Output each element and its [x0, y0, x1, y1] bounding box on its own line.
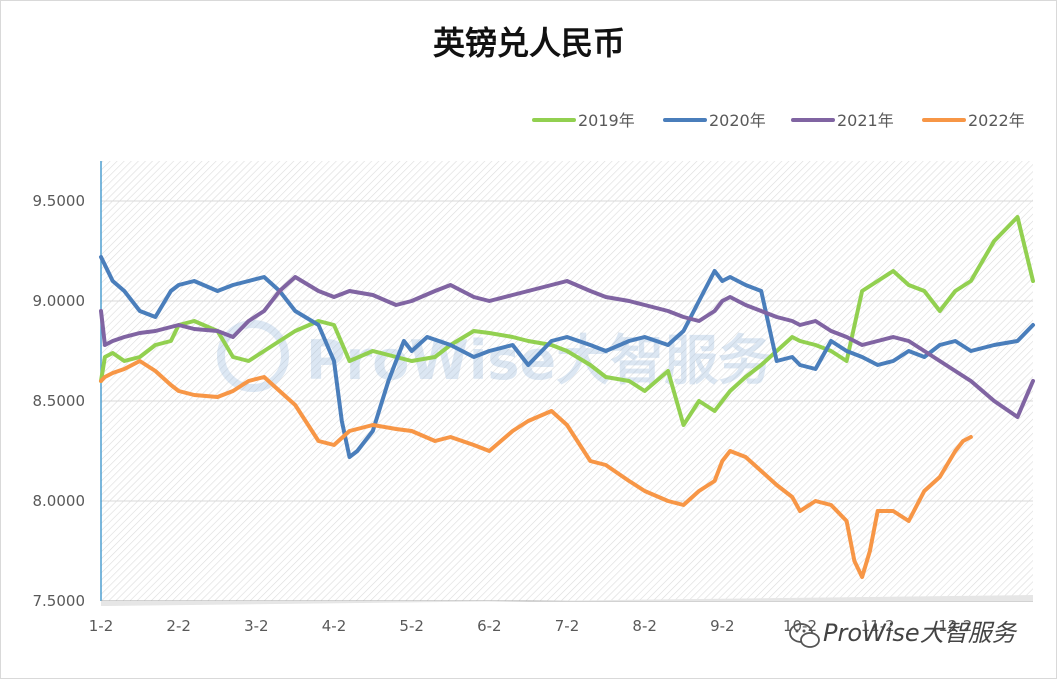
watermark-text: ProWise大智服务 [306, 329, 772, 392]
y-tick-label: 8.0000 [33, 492, 86, 510]
chart-title: 英镑兑人民币 [433, 24, 625, 62]
series-line-2021年 [99, 275, 1035, 419]
x-axis-shadow [101, 595, 1033, 606]
y-tick-label: 8.5000 [33, 392, 86, 410]
x-tick-label: 4-2 [322, 617, 347, 635]
watermark-logo-icon [217, 320, 289, 392]
x-tick-label: 6-2 [477, 617, 502, 635]
x-tick-label: 2-2 [166, 617, 191, 635]
x-tick-label: 1-2 [89, 617, 114, 635]
y-tick-label: 9.0000 [33, 292, 86, 310]
legend-label: 2020年 [709, 111, 766, 130]
x-tick-label: 5-2 [399, 617, 424, 635]
legend: 2019年 2020年 2021年 2022年 [532, 111, 1025, 130]
x-tick-label: 10-2 [783, 617, 817, 635]
source-tag-text: ProWise大智服务 [823, 619, 1018, 647]
legend-label: 2019年 [578, 111, 635, 130]
y-tick-label: 7.5000 [33, 592, 86, 610]
source-tag: ProWise大智服务 [789, 619, 1018, 648]
series-lines [99, 215, 1035, 579]
y-tick-label: 9.5000 [33, 192, 86, 210]
legend-label: 2022年 [968, 111, 1025, 130]
watermark: ProWise大智服务 [217, 320, 772, 392]
x-tick-label: 3-2 [244, 617, 269, 635]
series-line-2022年 [99, 359, 973, 579]
x-tick-label: 11-2 [861, 617, 895, 635]
series-line-2020年 [99, 255, 1035, 459]
legend-label: 2021年 [837, 111, 894, 130]
x-tick-label: 7-2 [555, 617, 580, 635]
series-line-2019年 [99, 215, 1035, 427]
x-tick-labels: 1-2 2-2 3-2 4-2 5-2 6-2 7-2 8-2 9-2 10-2 11-2 12-2 [89, 617, 973, 635]
x-tick-label: 8-2 [632, 617, 657, 635]
wechat-icon [789, 623, 820, 648]
x-tick-label: 12-2 [938, 617, 972, 635]
y-tick-labels: 7.5000 8.0000 8.5000 9.0000 9.5000 [33, 192, 86, 610]
x-tick-label: 9-2 [710, 617, 735, 635]
